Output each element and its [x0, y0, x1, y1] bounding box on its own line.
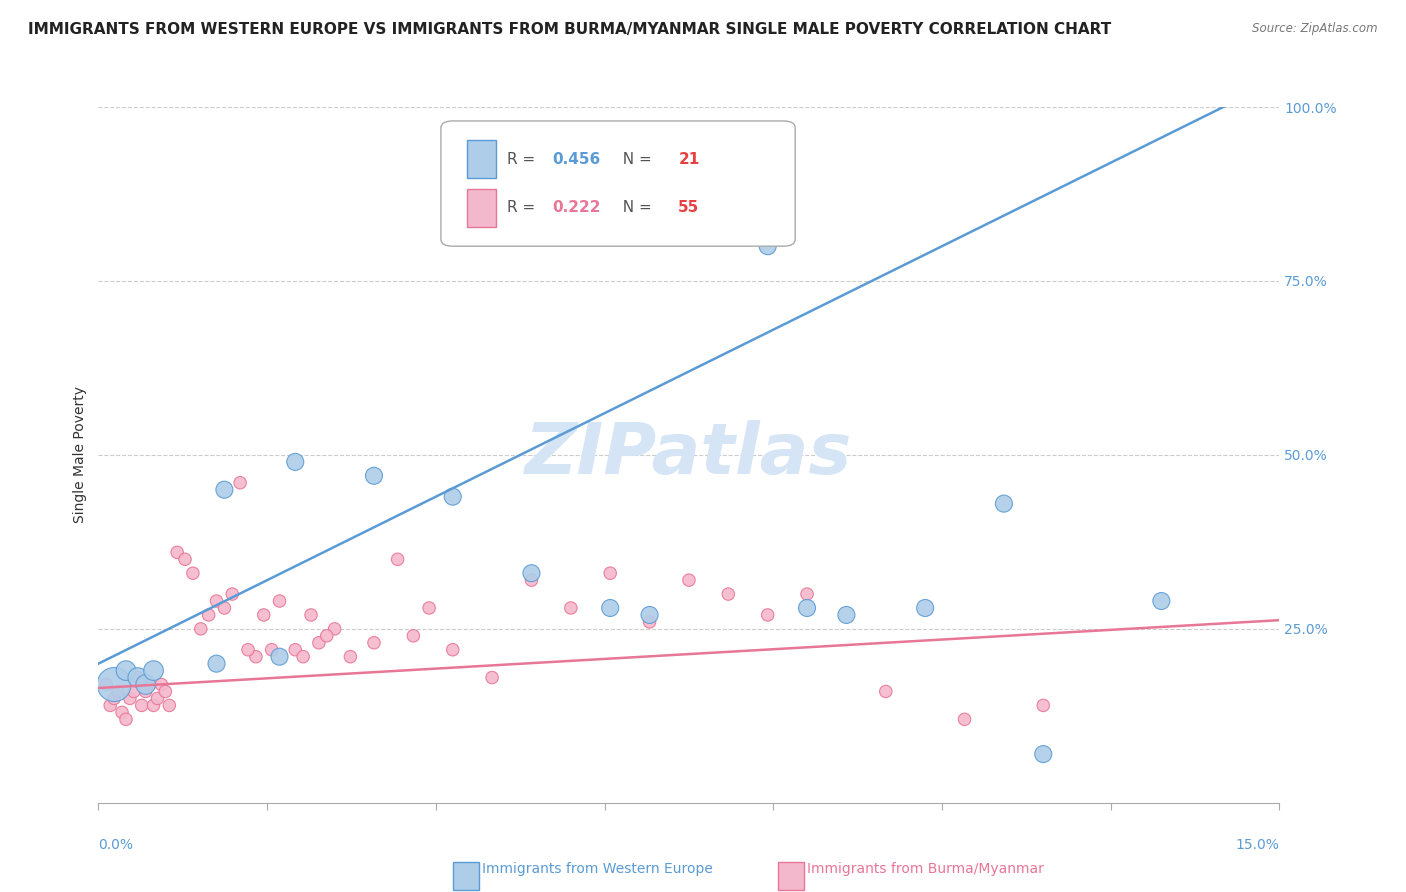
Point — [127, 671, 149, 685]
Point — [221, 587, 243, 601]
Point — [717, 587, 740, 601]
Point — [118, 691, 141, 706]
Point — [308, 636, 330, 650]
Text: 55: 55 — [678, 201, 700, 216]
FancyBboxPatch shape — [453, 862, 478, 889]
Point — [520, 573, 543, 587]
Point — [115, 664, 138, 678]
Point — [875, 684, 897, 698]
Point — [214, 601, 236, 615]
Point — [205, 594, 228, 608]
Point — [402, 629, 425, 643]
Point — [756, 239, 779, 253]
Text: 0.456: 0.456 — [553, 152, 600, 167]
Point — [103, 691, 125, 706]
Point — [638, 607, 661, 622]
Point — [205, 657, 228, 671]
Y-axis label: Single Male Poverty: Single Male Poverty — [73, 386, 87, 524]
Text: 0.222: 0.222 — [553, 201, 600, 216]
Point — [155, 684, 177, 698]
Point — [245, 649, 267, 664]
Point — [142, 664, 165, 678]
Point — [678, 573, 700, 587]
Point — [418, 601, 440, 615]
Point — [96, 677, 118, 691]
Point — [103, 677, 125, 691]
Text: Immigrants from Western Europe: Immigrants from Western Europe — [482, 862, 713, 876]
FancyBboxPatch shape — [467, 140, 496, 178]
Point — [441, 490, 464, 504]
Point — [142, 698, 165, 713]
Point — [1150, 594, 1173, 608]
Text: R =: R = — [508, 152, 540, 167]
Point — [122, 684, 145, 698]
Point — [953, 712, 976, 726]
Point — [190, 622, 212, 636]
Point — [481, 671, 503, 685]
Point — [181, 566, 204, 581]
Point — [131, 698, 153, 713]
Point — [253, 607, 276, 622]
FancyBboxPatch shape — [467, 189, 496, 227]
Text: 15.0%: 15.0% — [1236, 838, 1279, 852]
Point — [323, 622, 346, 636]
Point — [315, 629, 337, 643]
FancyBboxPatch shape — [441, 121, 796, 246]
Point — [796, 601, 818, 615]
Point — [229, 475, 252, 490]
FancyBboxPatch shape — [778, 862, 803, 889]
Text: 0.0%: 0.0% — [98, 838, 134, 852]
Text: N =: N = — [613, 201, 657, 216]
Point — [1032, 747, 1054, 761]
Point — [146, 691, 169, 706]
Text: N =: N = — [613, 152, 657, 167]
Point — [127, 671, 149, 685]
Point — [98, 698, 121, 713]
Point — [157, 698, 180, 713]
Point — [599, 601, 621, 615]
Point — [796, 587, 818, 601]
Point — [269, 594, 291, 608]
Point — [284, 642, 307, 657]
Point — [115, 712, 138, 726]
Point — [520, 566, 543, 581]
Point — [599, 566, 621, 581]
Point — [166, 545, 188, 559]
Point — [299, 607, 322, 622]
Point — [993, 497, 1015, 511]
Point — [363, 636, 385, 650]
Point — [441, 642, 464, 657]
Point — [214, 483, 236, 497]
Point — [197, 607, 219, 622]
Point — [756, 607, 779, 622]
Text: Source: ZipAtlas.com: Source: ZipAtlas.com — [1253, 22, 1378, 36]
Point — [835, 607, 858, 622]
Text: 21: 21 — [678, 152, 700, 167]
Point — [135, 677, 157, 691]
Point — [1032, 698, 1054, 713]
Text: R =: R = — [508, 201, 540, 216]
Point — [363, 468, 385, 483]
Point — [560, 601, 582, 615]
Point — [174, 552, 197, 566]
Text: Immigrants from Burma/Myanmar: Immigrants from Burma/Myanmar — [807, 862, 1043, 876]
Point — [914, 601, 936, 615]
Point — [111, 706, 134, 720]
Point — [260, 642, 283, 657]
Point — [107, 684, 129, 698]
Point — [138, 677, 160, 691]
Point — [339, 649, 361, 664]
Text: IMMIGRANTS FROM WESTERN EUROPE VS IMMIGRANTS FROM BURMA/MYANMAR SINGLE MALE POVE: IMMIGRANTS FROM WESTERN EUROPE VS IMMIGR… — [28, 22, 1111, 37]
Point — [269, 649, 291, 664]
Point — [236, 642, 259, 657]
Point — [292, 649, 315, 664]
Point — [387, 552, 409, 566]
Point — [638, 615, 661, 629]
Point — [135, 684, 157, 698]
Text: ZIPatlas: ZIPatlas — [526, 420, 852, 490]
Point — [150, 677, 173, 691]
Point — [284, 455, 307, 469]
